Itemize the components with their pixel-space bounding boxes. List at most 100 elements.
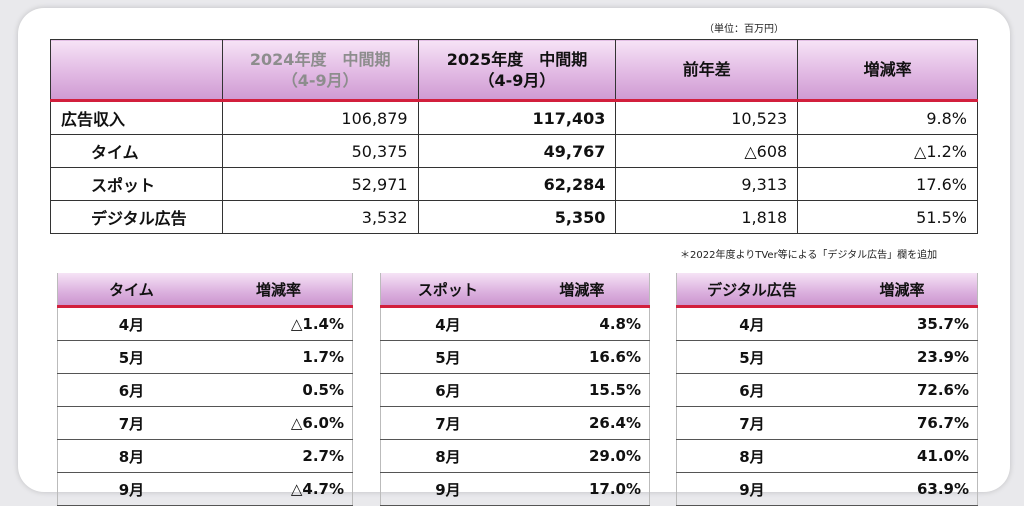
sub-header-rate: 増減率 <box>826 273 978 308</box>
rate-cell: 41.0% <box>826 439 978 473</box>
header-blank <box>50 39 223 102</box>
rate-cell: 0.5% <box>204 373 353 407</box>
month-cell: 9月 <box>676 472 827 506</box>
value-2025: 5,350 <box>417 200 617 234</box>
month-cell: 6月 <box>57 373 205 407</box>
table-row: 8月 2.7% <box>57 439 353 473</box>
row-label: タイム <box>50 134 223 168</box>
table-header-row: 2024年度 中間期 （4-9月） 2025年度 中間期 （4-9月） 前年差 … <box>50 39 978 102</box>
table-row: 7月 △6.0% <box>57 406 353 440</box>
table-header-row: デジタル広告 増減率 <box>676 273 978 308</box>
value-2025: 117,403 <box>417 100 617 135</box>
rate-cell: 23.9% <box>826 340 978 374</box>
header-growth-rate: 増減率 <box>797 39 978 102</box>
table-row: 6月 0.5% <box>57 373 353 407</box>
value-diff: △608 <box>615 134 799 168</box>
rate-cell: △6.0% <box>204 406 353 440</box>
spot-monthly-table: スポット 増減率 4月 4.8% 5月 16.6% 6月 15.5% 7月 26.4% … <box>380 273 650 506</box>
table-row: デジタル広告 3,532 5,350 1,818 51.5% <box>50 200 978 234</box>
rate-cell: 4.8% <box>514 306 650 341</box>
header-2025-text: 2025年度 中間期 （4-9月） <box>446 49 588 90</box>
value-rate: 9.8% <box>797 100 978 135</box>
header-yoy-diff: 前年差 <box>615 39 799 102</box>
table-row: 9月 63.9% <box>676 472 978 506</box>
month-cell: 8月 <box>380 439 515 473</box>
rate-cell: 2.7% <box>204 439 353 473</box>
sub-header-category: タイム <box>57 273 205 308</box>
month-cell: 4月 <box>380 306 515 341</box>
rate-cell: 16.6% <box>514 340 650 374</box>
value-rate: 17.6% <box>797 167 978 201</box>
sub-header-category: スポット <box>380 273 515 308</box>
table-row: 7月 76.7% <box>676 406 978 440</box>
value-diff: 10,523 <box>615 100 799 135</box>
rate-cell: 17.0% <box>514 472 650 506</box>
unit-note: （単位：百万円） <box>704 24 784 35</box>
header-2025-interim: 2025年度 中間期 （4-9月） <box>417 39 617 102</box>
rate-cell: 15.5% <box>514 373 650 407</box>
time-monthly-table: タイム 増減率 4月 △1.4% 5月 1.7% 6月 0.5% 7月 △6.0% 8月… <box>57 273 353 506</box>
row-label: スポット <box>50 167 223 201</box>
rate-cell: 76.7% <box>826 406 978 440</box>
rate-cell: 26.4% <box>514 406 650 440</box>
rate-cell: 72.6% <box>826 373 978 407</box>
rate-cell: 63.9% <box>826 472 978 506</box>
month-cell: 7月 <box>676 406 827 440</box>
month-cell: 8月 <box>676 439 827 473</box>
month-cell: 9月 <box>380 472 515 506</box>
table-row: 5月 1.7% <box>57 340 353 374</box>
value-2024: 52,971 <box>221 167 419 201</box>
value-2025: 62,284 <box>417 167 617 201</box>
sub-header-rate: 増減率 <box>204 273 353 308</box>
table-row: 4月 4.8% <box>380 306 650 341</box>
table-row: 4月 35.7% <box>676 306 978 341</box>
table-row: 4月 △1.4% <box>57 306 353 341</box>
month-cell: 5月 <box>676 340 827 374</box>
month-cell: 4月 <box>676 306 827 341</box>
rate-cell: △1.4% <box>204 306 353 341</box>
table-row: 9月 △4.7% <box>57 472 353 506</box>
table-header-row: タイム 増減率 <box>57 273 353 308</box>
table-row: 6月 15.5% <box>380 373 650 407</box>
sub-header-category: デジタル広告 <box>676 273 827 308</box>
value-diff: 1,818 <box>615 200 799 234</box>
row-label: 広告収入 <box>50 100 223 135</box>
header-2024-text: 2024年度 中間期 （4-9月） <box>249 49 391 90</box>
footnote: ＊2022年度よりTVer等による「デジタル広告」欄を追加 <box>680 250 938 261</box>
month-cell: 4月 <box>57 306 205 341</box>
month-cell: 6月 <box>380 373 515 407</box>
month-cell: 5月 <box>380 340 515 374</box>
month-cell: 9月 <box>57 472 205 506</box>
table-row: タイム 50,375 49,767 △608 △1.2% <box>50 134 978 168</box>
table-row: 6月 72.6% <box>676 373 978 407</box>
sub-header-rate: 増減率 <box>514 273 650 308</box>
rate-cell: 29.0% <box>514 439 650 473</box>
table-row: 5月 23.9% <box>676 340 978 374</box>
table-row: 9月 17.0% <box>380 472 650 506</box>
table-row: スポット 52,971 62,284 9,313 17.6% <box>50 167 978 201</box>
value-2024: 106,879 <box>221 100 419 135</box>
value-2025: 49,767 <box>417 134 617 168</box>
table-row: 8月 29.0% <box>380 439 650 473</box>
table-row: 広告収入 106,879 117,403 10,523 9.8% <box>50 100 978 135</box>
month-cell: 7月 <box>57 406 205 440</box>
month-cell: 8月 <box>57 439 205 473</box>
month-cell: 6月 <box>676 373 827 407</box>
table-row: 7月 26.4% <box>380 406 650 440</box>
month-cell: 7月 <box>380 406 515 440</box>
rate-cell: 1.7% <box>204 340 353 374</box>
table-row: 8月 41.0% <box>676 439 978 473</box>
value-rate: 51.5% <box>797 200 978 234</box>
table-row: 5月 16.6% <box>380 340 650 374</box>
rate-cell: △4.7% <box>204 472 353 506</box>
rate-cell: 35.7% <box>826 306 978 341</box>
value-2024: 3,532 <box>221 200 419 234</box>
value-2024: 50,375 <box>221 134 419 168</box>
value-rate: △1.2% <box>797 134 978 168</box>
header-2024-interim: 2024年度 中間期 （4-9月） <box>221 39 419 102</box>
row-label: デジタル広告 <box>50 200 223 234</box>
value-diff: 9,313 <box>615 167 799 201</box>
digital-monthly-table: デジタル広告 増減率 4月 35.7% 5月 23.9% 6月 72.6% 7月 76.… <box>676 273 978 506</box>
revenue-summary-table: 2024年度 中間期 （4-9月） 2025年度 中間期 （4-9月） 前年差 … <box>50 39 978 234</box>
month-cell: 5月 <box>57 340 205 374</box>
